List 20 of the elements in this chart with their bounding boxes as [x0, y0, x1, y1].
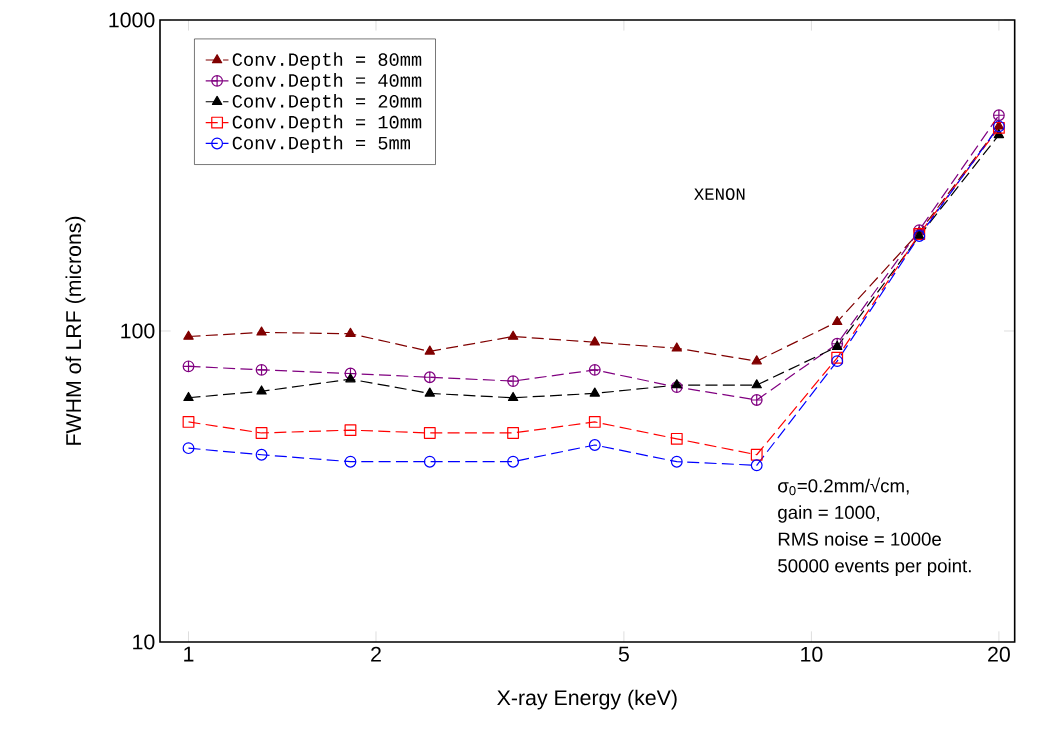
- annotation: XENON: [694, 188, 745, 201]
- x-tick-label: 2: [371, 646, 381, 662]
- annotation: σ$_{0}$=0.2mm/√cm,: [778, 477, 909, 496]
- legend-label: Conv.Depth = 20mm: [232, 93, 422, 112]
- legend-label: Conv.Depth = 40mm: [232, 73, 422, 91]
- y-tick-label: 100: [121, 323, 155, 339]
- x-tick-label: 10: [801, 646, 823, 662]
- x-tick-label: 1: [184, 646, 194, 662]
- annotation: RMS noise = 1000e: [778, 532, 941, 546]
- x-axis-title: X-ray Energy (keV): [497, 689, 677, 710]
- annotation: gain = 1000,: [778, 505, 879, 523]
- y-tick-label: 1000: [109, 12, 155, 28]
- legend-label: Conv.Depth = 80mm: [232, 52, 422, 70]
- x-tick-label: 5: [618, 646, 629, 662]
- legend-label: Conv.Depth = 5mm: [232, 135, 410, 154]
- annotation: 50000 events per point.: [778, 558, 971, 577]
- y-axis-title: FWHM of LRF (microns): [65, 216, 86, 445]
- y-tick-label: 10: [133, 634, 155, 650]
- legend-label: Conv.Depth = 10mm: [232, 114, 422, 133]
- x-tick-label: 20: [988, 646, 1010, 662]
